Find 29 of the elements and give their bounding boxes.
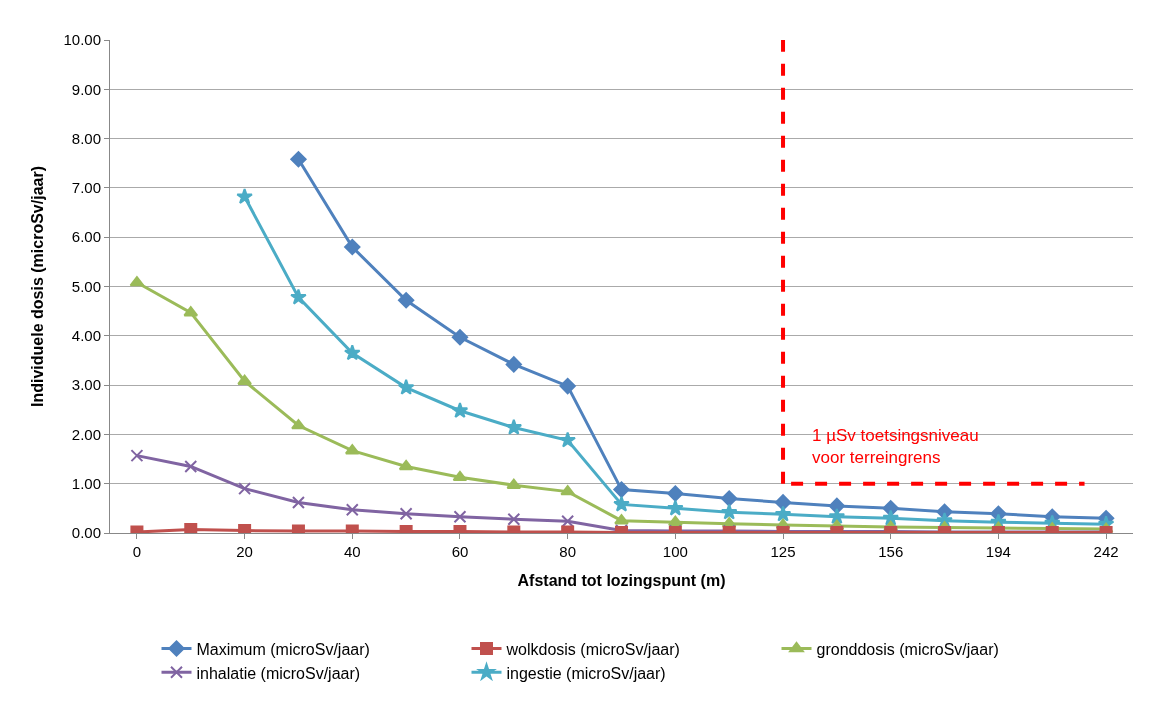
y-tick-label: 7.00 <box>71 179 101 197</box>
y-tick-label: 9.00 <box>71 80 101 98</box>
legend-label: gronddosis (microSv/jaar) <box>816 640 999 658</box>
legend-label: wolkdosis (microSv/jaar) <box>505 640 680 658</box>
y-tick-label: 10.00 <box>63 31 101 49</box>
x-axis-title: Afstand tot lozingspunt (m) <box>517 571 726 589</box>
x-tick-label: 194 <box>985 543 1011 560</box>
x-tick-label: 40 <box>343 543 361 560</box>
y-tick-label: 2.00 <box>71 425 101 443</box>
x-tick-label: 242 <box>1093 543 1119 560</box>
legend-label: Maximum (microSv/jaar) <box>196 640 370 658</box>
y-tick-label: 4.00 <box>71 327 101 345</box>
y-axis-title: Individuele dosis (microSv/jaar) <box>29 166 47 407</box>
legend-label: inhalatie (microSv/jaar) <box>196 664 361 682</box>
ref-line-label: 1 µSv toetsingsniveau voor terreingrens <box>812 426 979 468</box>
x-tick-label: 125 <box>770 543 796 560</box>
x-tick-label: 20 <box>236 543 253 560</box>
y-tick-label: 8.00 <box>71 129 101 147</box>
x-tick-label: 156 <box>878 543 904 560</box>
x-tick-label: 100 <box>662 543 688 560</box>
y-tick-label: 6.00 <box>71 228 101 246</box>
y-tick-label: 3.00 <box>71 376 101 394</box>
x-tick-label: 0 <box>132 543 142 560</box>
x-tick-label: 80 <box>559 543 576 560</box>
x-tick-label: 60 <box>451 543 469 560</box>
legend-label: ingestie (microSv/jaar) <box>506 664 666 682</box>
y-tick-label: 0.00 <box>71 524 101 542</box>
y-tick-label: 1.00 <box>71 474 101 492</box>
y-tick-label: 5.00 <box>71 277 101 295</box>
